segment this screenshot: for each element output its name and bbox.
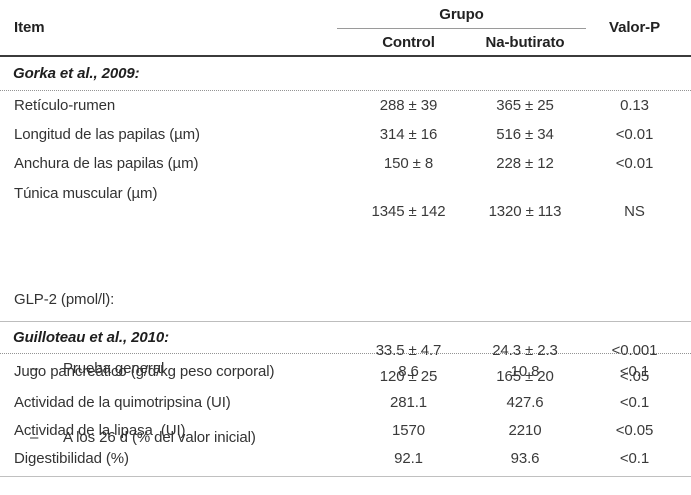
table-row: Actividad de la lipasa (UI) 1570 2210 <0… <box>0 416 691 444</box>
control-value: 1345 ± 142 <box>371 202 446 220</box>
control-value: 120 ± 25 <box>379 367 438 385</box>
valor-p-value: <0.1 <box>619 449 650 467</box>
table-row-glp2: GLP-2 (pmol/l): – Prueba general – A los… <box>0 232 691 446</box>
table-row: Túnica muscular (µm) 1345 ± 142 1320 ± 1… <box>0 178 691 232</box>
dash-bullet: – <box>30 429 39 446</box>
na-butirato-value: 93.6 <box>510 449 540 467</box>
grupo-subheaders: Control Na-butirato <box>345 29 578 55</box>
valor-p-value: <0.001 <box>611 341 658 359</box>
control-value: 288 ± 39 <box>379 97 438 114</box>
col-header-na-butirato: Na-butirato <box>485 33 565 51</box>
item-label: Longitud de las papilas (µm) <box>14 126 200 143</box>
col-group-grupo: Grupo Control Na-butirato <box>337 0 586 55</box>
control-value: 92.1 <box>394 449 423 467</box>
section-title: Gorka et al., 2009: <box>13 65 140 82</box>
valor-p-value: NS <box>624 202 645 220</box>
valor-p-value: <0.1 <box>619 393 650 411</box>
na-butirato-value: 165 ± 20 <box>496 367 554 385</box>
item-label: Anchura de las papilas (µm) <box>14 155 199 172</box>
sub-item: – Prueba general <box>30 357 345 380</box>
na-butirato-value-stack: 24.3 ± 2.3 165 ± 20 <box>472 232 578 495</box>
study-results-table: Item Grupo Control Na-butirato Valor-P G… <box>0 0 691 477</box>
col-header-valor-p: Valor-P <box>609 19 660 36</box>
table-bottom-rule <box>0 476 691 477</box>
table-row: Longitud de las papilas (µm) 314 ± 16 51… <box>0 120 691 149</box>
na-butirato-value: 516 ± 34 <box>496 126 554 143</box>
na-butirato-value: 24.3 ± 2.3 <box>492 341 558 359</box>
item-label: Actividad de la quimotripsina (UI) <box>14 393 231 411</box>
dash-bullet: – <box>30 360 39 377</box>
item-label: Actividad de la lipasa (UI) <box>14 421 186 439</box>
table-row: Digestibilidad (%) 92.1 93.6 <0.1 <box>0 444 691 472</box>
valor-p-value: <0.1 <box>619 362 650 380</box>
col-header-item: Item <box>14 19 45 36</box>
sub-item-label: A los 26 d (% del valor inicial) <box>63 429 256 446</box>
na-butirato-value: 2210 <box>508 421 542 439</box>
valor-p-value: <0.05 <box>615 421 654 439</box>
na-butirato-value: 427.6 <box>506 393 544 411</box>
item-label: Jugo pancreático (g/d/kg peso corporal) <box>14 362 275 380</box>
item-title: GLP-2 (pmol/l): <box>14 291 115 308</box>
valor-p-value: <0.01 <box>615 126 654 143</box>
item-label-group: GLP-2 (pmol/l): – Prueba general – A los… <box>0 232 345 495</box>
table-row: Retículo-rumen 288 ± 39 365 ± 25 0.13 <box>0 91 691 120</box>
col-header-grupo: Grupo <box>337 0 586 29</box>
control-value: 8.6 <box>398 362 419 380</box>
sub-item-label: Prueba general <box>63 360 165 377</box>
control-value: 33.5 ± 4.7 <box>375 341 442 359</box>
valor-p-value-stack: <0.001 <.05 <box>578 232 691 495</box>
section-title: Guilloteau et al., 2010: <box>13 329 169 346</box>
control-value: 1570 <box>392 421 425 439</box>
control-value-stack: 33.5 ± 4.7 120 ± 25 <box>345 232 472 495</box>
control-value: 150 ± 8 <box>383 155 434 172</box>
valor-p-value: 0.13 <box>620 97 649 114</box>
control-value: 281.1 <box>389 393 428 411</box>
item-label: Retículo-rumen <box>14 97 116 114</box>
section-header-guilloteau: Guilloteau et al., 2010: <box>0 321 691 354</box>
table-row: Jugo pancreático (g/d/kg peso corporal) … <box>0 354 691 388</box>
table-row: Anchura de las papilas (µm) 150 ± 8 228 … <box>0 149 691 178</box>
control-value: 314 ± 16 <box>379 126 438 143</box>
sub-item: – A los 26 d (% del valor inicial) <box>30 426 345 449</box>
na-butirato-value: 1320 ± 113 <box>488 202 562 220</box>
table-row: Actividad de la quimotripsina (UI) 281.1… <box>0 388 691 416</box>
col-header-control: Control <box>382 33 435 51</box>
section-header-gorka: Gorka et al., 2009: <box>0 57 691 91</box>
table-header: Item Grupo Control Na-butirato Valor-P <box>0 0 691 57</box>
valor-p-value: <.05 <box>619 367 650 385</box>
valor-p-value: <0.01 <box>615 155 654 172</box>
item-label: Digestibilidad (%) <box>14 449 129 467</box>
na-butirato-value: 10.8 <box>510 362 540 380</box>
na-butirato-value: 228 ± 12 <box>496 155 554 172</box>
na-butirato-value: 365 ± 25 <box>496 97 554 114</box>
item-label: Túnica muscular (µm) <box>14 185 158 202</box>
